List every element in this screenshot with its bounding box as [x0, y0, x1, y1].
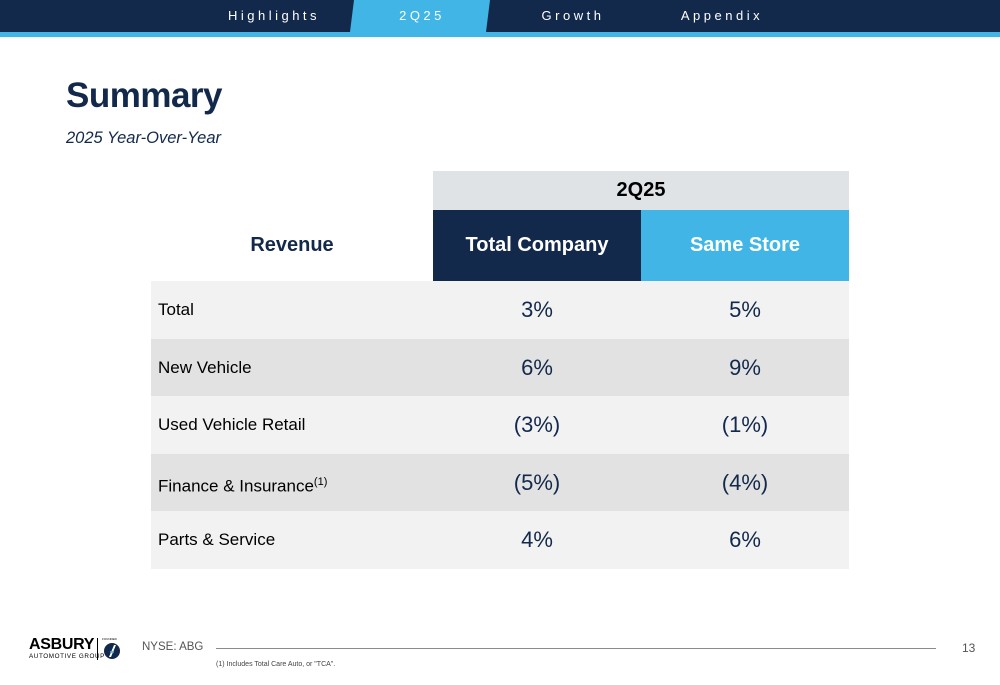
- table-row: New Vehicle 6% 9%: [151, 338, 849, 397]
- logo-mark-icon: FOUNDED: [102, 637, 120, 659]
- active-tab-highlight: [350, 0, 490, 32]
- page-subtitle: 2025 Year-Over-Year: [66, 129, 222, 147]
- svg-text:FOUNDED: FOUNDED: [102, 637, 118, 641]
- table-row: Used Vehicle Retail (3%) (1%): [151, 396, 849, 454]
- row-label: Finance & Insurance(1): [158, 475, 328, 496]
- same-store-value: (1%): [721, 412, 769, 438]
- total-company-value: (5%): [513, 469, 561, 495]
- top-nav-bar: Highlights 2Q25 Growth Appendix: [0, 0, 1000, 32]
- total-company-value: (3%): [513, 412, 561, 438]
- footnote-marker: (1): [313, 475, 328, 488]
- table-row: Parts & Service 4% 6%: [151, 511, 849, 569]
- footnote: (1) Includes Total Care Auto, or "TCA".: [216, 661, 336, 668]
- total-company-value: 3%: [521, 297, 553, 322]
- table-body: Total 3% 5% New Vehicle 6% 9% Used Vehic…: [151, 281, 849, 569]
- row-label: Used Vehicle Retail: [158, 415, 306, 435]
- revenue-header: Revenue: [250, 234, 334, 256]
- tab-growth[interactable]: Growth: [541, 8, 605, 23]
- same-store-value: 9%: [729, 354, 761, 380]
- stock-ticker: NYSE: ABG: [142, 641, 204, 653]
- row-label: Total: [158, 300, 194, 319]
- same-store-value: 5%: [729, 297, 761, 322]
- page-number: 13: [962, 641, 976, 655]
- total-company-value: 6%: [521, 354, 553, 380]
- same-store-header: Same Store: [641, 210, 849, 281]
- tab-appendix[interactable]: Appendix: [680, 8, 764, 23]
- nav-accent-strip: [0, 32, 1000, 37]
- total-company-value: 4%: [521, 527, 553, 553]
- table-row: Finance & Insurance(1) (5%) (4%): [151, 453, 849, 512]
- tab-highlights[interactable]: Highlights: [227, 8, 321, 23]
- footer-divider: [216, 648, 936, 649]
- page-title: Summary: [66, 76, 223, 115]
- tab-2q25[interactable]: 2Q25: [399, 8, 445, 23]
- same-store-value: 6%: [729, 527, 761, 553]
- same-store-value: (4%): [721, 469, 769, 495]
- row-label: Parts & Service: [158, 530, 276, 550]
- row-label: New Vehicle: [158, 357, 252, 377]
- table-row: Total 3% 5%: [151, 281, 849, 339]
- period-header: 2Q25: [433, 171, 849, 210]
- total-company-header: Total Company: [433, 210, 641, 281]
- asbury-logo: ASBURY AUTOMOTIVE GROUP FOUNDED: [29, 636, 121, 662]
